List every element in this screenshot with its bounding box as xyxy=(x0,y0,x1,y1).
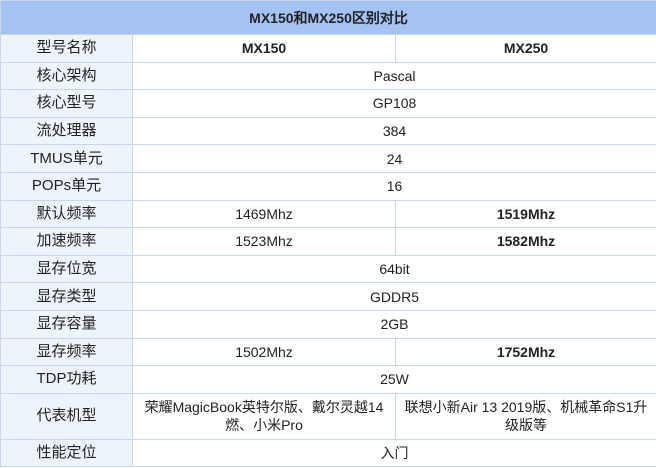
table-row: TDP功耗 25W xyxy=(0,365,656,394)
mx150-value: 1502Mhz xyxy=(132,337,396,367)
row-label: 核心架构 xyxy=(0,61,133,91)
shared-value: 384 xyxy=(131,116,656,146)
table-row: 显存位宽 64bit xyxy=(0,254,656,284)
shared-value: 24 xyxy=(131,144,656,173)
shared-value: GDDR5 xyxy=(131,282,656,311)
row-label: 默认频率 xyxy=(0,199,133,229)
table-row: 核心型号 GP108 xyxy=(0,89,656,118)
row-label: 显存频率 xyxy=(0,337,133,367)
table-row: 核心架构 Pascal xyxy=(0,61,656,91)
mx250-value: 联想小新Air 13 2019版、机械革命S1升级版等 xyxy=(394,392,656,440)
row-label: 性能定位 xyxy=(0,438,133,468)
shared-value: Pascal xyxy=(131,61,656,91)
row-label: TDP功耗 xyxy=(0,365,133,394)
row-label: 显存类型 xyxy=(0,282,133,311)
table-row: 显存频率 1502Mhz 1752Mhz xyxy=(0,337,656,367)
shared-value: 25W xyxy=(131,365,656,394)
row-label: 显存容量 xyxy=(0,309,133,339)
table-row: 性能定位 入门 xyxy=(0,438,656,468)
table-row: 显存容量 2GB xyxy=(0,309,656,339)
mx250-value: 1582Mhz xyxy=(394,227,656,256)
table-row: 流处理器 384 xyxy=(0,116,656,146)
row-label: TMUS单元 xyxy=(0,144,133,173)
table-title: MX150和MX250区别对比 xyxy=(0,0,656,35)
mx150-value: 1523Mhz xyxy=(132,227,396,256)
shared-value: GP108 xyxy=(131,89,656,118)
row-label: 显存位宽 xyxy=(0,254,133,284)
title-row: MX150和MX250区别对比 xyxy=(0,0,656,35)
shared-value: 入门 xyxy=(131,438,656,468)
column-header-mx150: MX150 xyxy=(132,34,396,63)
mx150-value: 荣耀MagicBook英特尔版、戴尔灵越14燃、小米Pro xyxy=(132,392,396,440)
table-row: TMUS单元 24 xyxy=(0,144,656,173)
table-row: 显存类型 GDDR5 xyxy=(0,282,656,311)
header-row: 型号名称 MX150 MX250 xyxy=(0,34,656,63)
row-label: 型号名称 xyxy=(0,34,133,63)
table-row: POPs单元 16 xyxy=(0,171,656,201)
row-label: 流处理器 xyxy=(0,116,133,146)
column-header-mx250: MX250 xyxy=(394,34,656,63)
shared-value: 2GB xyxy=(131,309,656,339)
shared-value: 64bit xyxy=(131,254,656,284)
mx250-value: 1752Mhz xyxy=(394,337,656,367)
row-label: POPs单元 xyxy=(0,171,133,201)
table-row: 代表机型 荣耀MagicBook英特尔版、戴尔灵越14燃、小米Pro 联想小新Air… xyxy=(0,392,656,440)
row-label: 加速频率 xyxy=(0,227,133,256)
row-label: 核心型号 xyxy=(0,89,133,118)
mx250-value: 1519Mhz xyxy=(394,199,656,229)
table-row: 默认频率 1469Mhz 1519Mhz xyxy=(0,199,656,229)
row-label: 代表机型 xyxy=(0,392,133,440)
mx150-value: 1469Mhz xyxy=(132,199,396,229)
table-row: 加速频率 1523Mhz 1582Mhz xyxy=(0,227,656,256)
shared-value: 16 xyxy=(131,171,656,201)
